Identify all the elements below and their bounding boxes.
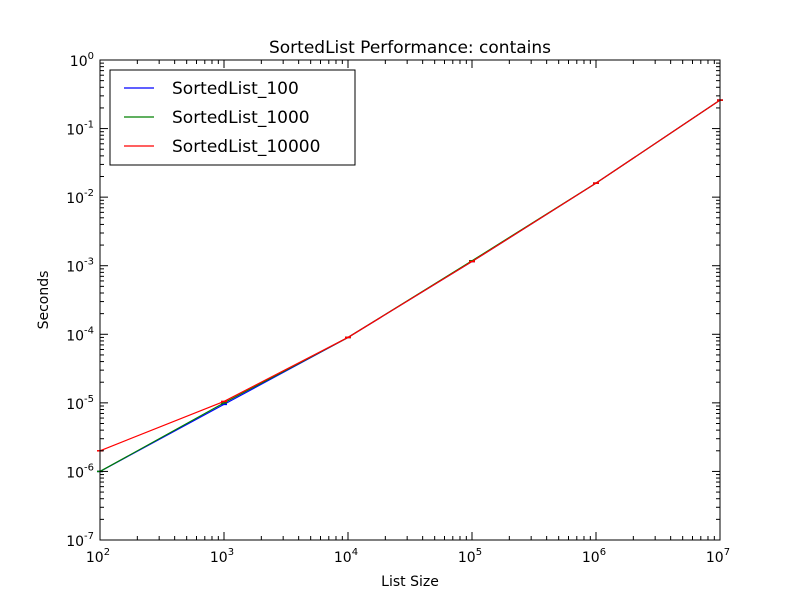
y-tick-label: 100 (70, 51, 94, 70)
y-tick-label: 10-6 (66, 462, 94, 481)
x-tick-label: 107 (706, 547, 730, 566)
y-tick-label: 10-5 (66, 394, 94, 413)
x-tick-label: 104 (334, 547, 358, 566)
x-tick-label: 103 (210, 547, 234, 566)
series-line-2 (99, 99, 721, 452)
y-tick-label: 10-7 (66, 531, 94, 550)
x-tick-label: 106 (582, 547, 606, 566)
legend-label-2: SortedList_10000 (172, 137, 320, 157)
y-tick-label: 10-2 (66, 188, 94, 207)
x-tick-label: 105 (458, 547, 482, 566)
legend: SortedList_100 SortedList_1000 SortedList_… (109, 69, 356, 166)
x-tick-label: 102 (86, 547, 110, 566)
legend-label-1: SortedList_1000 (172, 108, 310, 128)
legend-label-0: SortedList_100 (172, 79, 299, 99)
plot-frame (99, 59, 721, 541)
x-axis-label: List Size (381, 574, 439, 590)
y-axis-label: Seconds (36, 271, 52, 330)
chart-title: SortedList Performance: contains (269, 38, 551, 58)
y-tick-label: 10-1 (66, 120, 94, 139)
y-tick-label: 10-3 (66, 257, 94, 276)
plot-lines (97, 99, 723, 473)
y-tick-label: 10-4 (66, 325, 94, 344)
